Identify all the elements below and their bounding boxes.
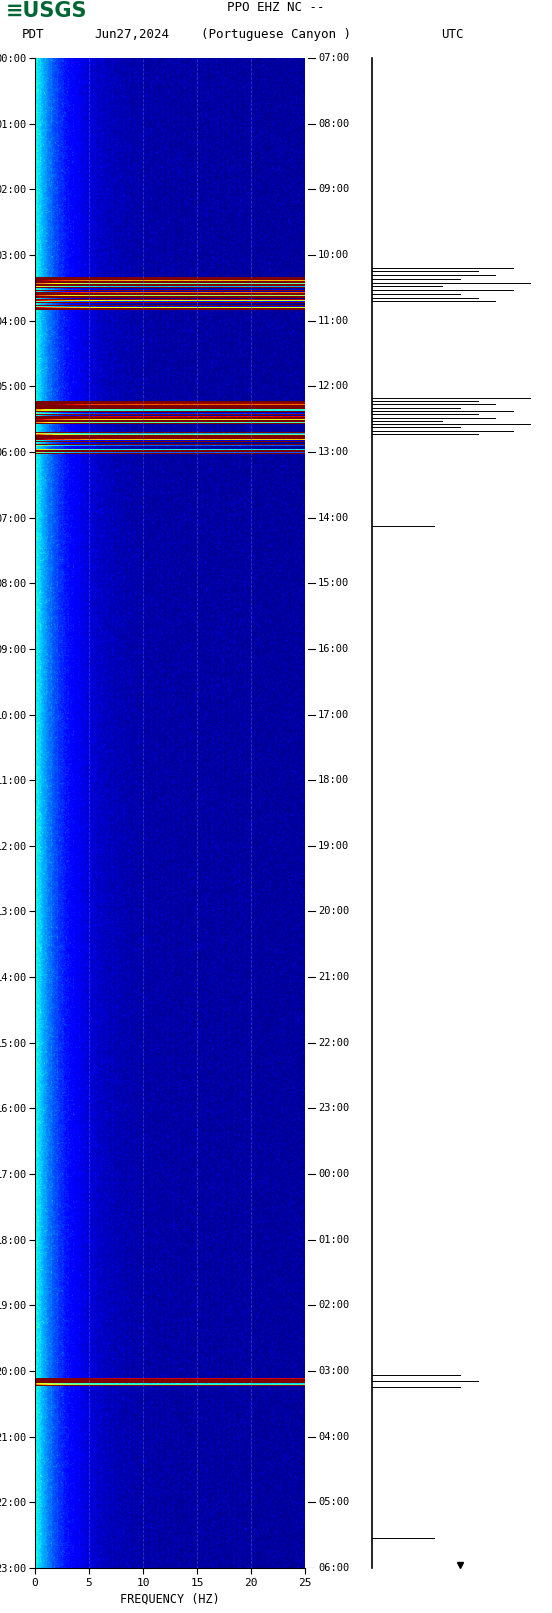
Text: 11:00: 11:00	[318, 316, 349, 326]
X-axis label: FREQUENCY (HZ): FREQUENCY (HZ)	[120, 1592, 220, 1605]
Text: 17:00: 17:00	[318, 710, 349, 719]
Text: 08:00: 08:00	[318, 119, 349, 129]
Text: 04:00: 04:00	[318, 1432, 349, 1442]
Text: 01:00: 01:00	[318, 1234, 349, 1245]
Text: 23:00: 23:00	[318, 1103, 349, 1113]
Text: 15:00: 15:00	[318, 577, 349, 589]
Text: (Portuguese Canyon ): (Portuguese Canyon )	[201, 27, 351, 40]
Text: 14:00: 14:00	[318, 513, 349, 523]
Text: 13:00: 13:00	[318, 447, 349, 456]
Text: 00:00: 00:00	[318, 1169, 349, 1179]
Text: 12:00: 12:00	[318, 381, 349, 392]
Text: 03:00: 03:00	[318, 1366, 349, 1376]
Text: 16:00: 16:00	[318, 644, 349, 653]
Text: 20:00: 20:00	[318, 907, 349, 916]
Text: PDT: PDT	[22, 27, 45, 40]
Text: 22:00: 22:00	[318, 1037, 349, 1048]
Text: PPO EHZ NC --: PPO EHZ NC --	[227, 2, 325, 15]
Text: 18:00: 18:00	[318, 776, 349, 786]
Text: Jun27,2024: Jun27,2024	[94, 27, 169, 40]
Text: 10:00: 10:00	[318, 250, 349, 260]
Text: 09:00: 09:00	[318, 184, 349, 194]
Text: UTC: UTC	[442, 27, 464, 40]
Text: ≡USGS: ≡USGS	[6, 2, 87, 21]
Text: 05:00: 05:00	[318, 1497, 349, 1507]
Text: 02:00: 02:00	[318, 1300, 349, 1310]
Text: 06:00: 06:00	[318, 1563, 349, 1573]
Text: 21:00: 21:00	[318, 973, 349, 982]
Text: 19:00: 19:00	[318, 840, 349, 850]
Text: 07:00: 07:00	[318, 53, 349, 63]
